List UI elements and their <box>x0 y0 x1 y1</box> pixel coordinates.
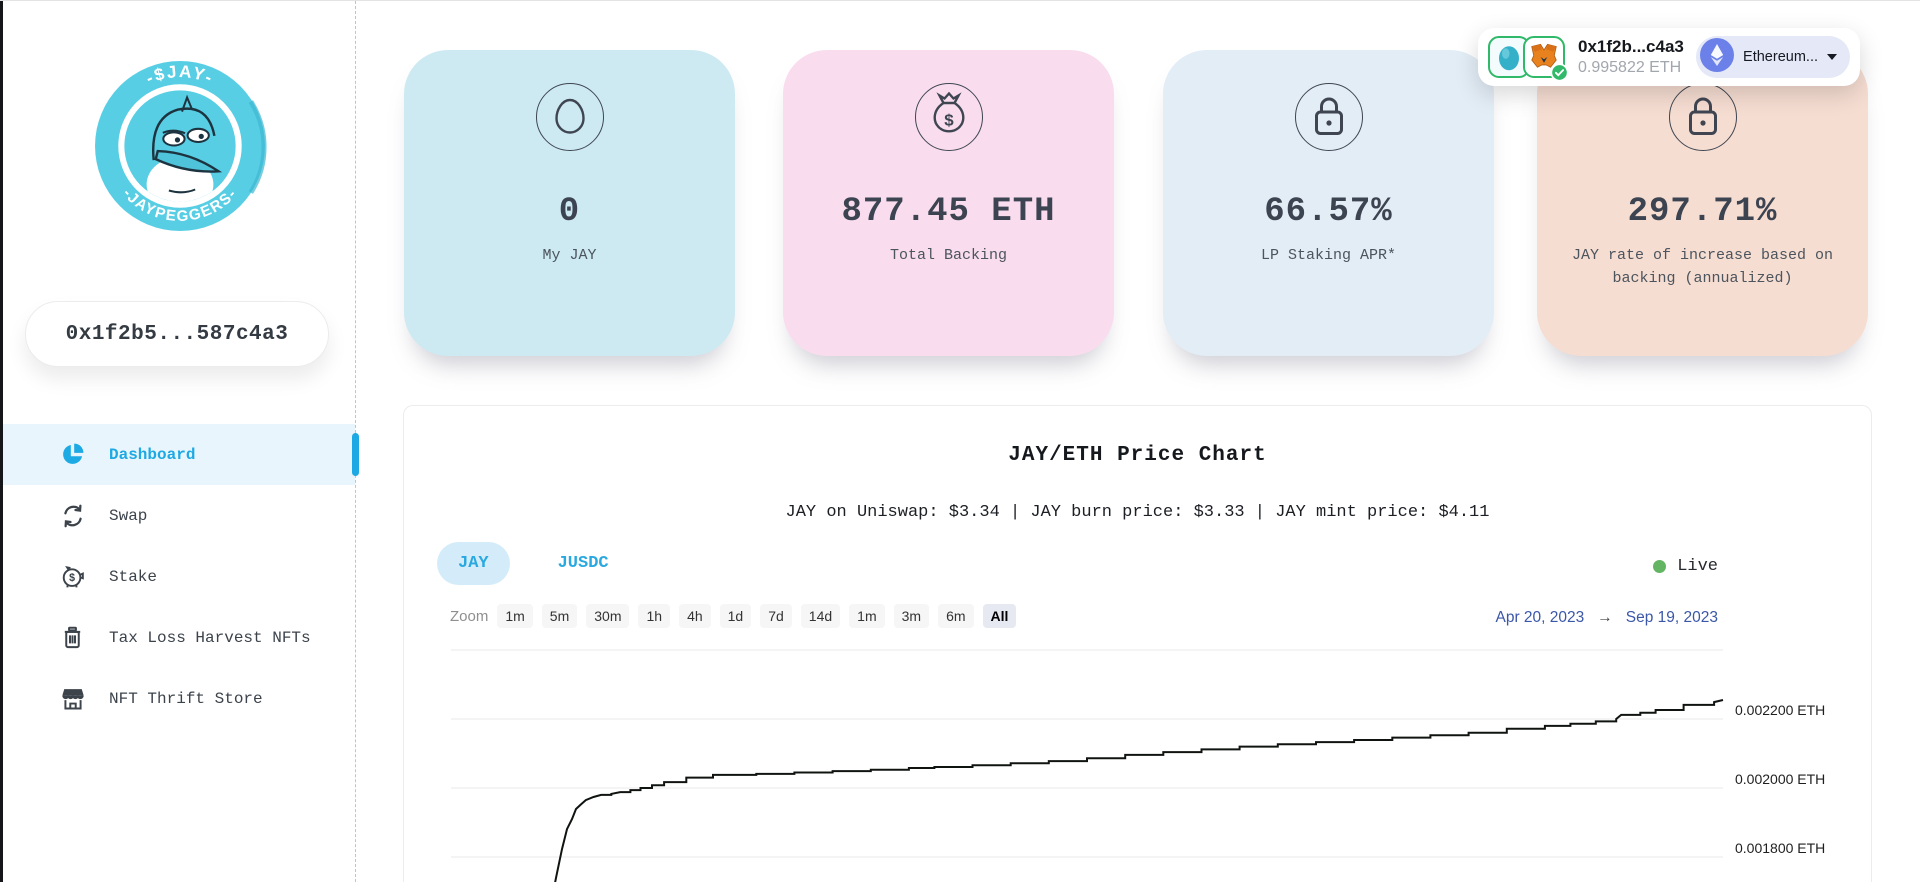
left-edge-strip <box>0 1 3 882</box>
metamask-fox-icon <box>1523 36 1569 82</box>
zoom-1m-minutes[interactable]: 1m <box>497 604 533 628</box>
date-to-input[interactable]: Sep 19, 2023 <box>1625 609 1718 626</box>
svg-text:0.002200 ETH: 0.002200 ETH <box>1735 702 1825 718</box>
egg-icon <box>535 83 604 151</box>
sidebar-nav: Dashboard Swap <box>3 424 359 729</box>
wallet-balance: 0.995822 ETH <box>1578 58 1682 76</box>
money-bag-icon: $ <box>914 83 983 151</box>
chart-title: JAY/ETH Price Chart <box>1008 444 1267 467</box>
network-label: Ethereum... <box>1743 49 1818 65</box>
sidebar-item-nft-thrift-store[interactable]: NFT Thrift Store <box>3 668 355 729</box>
lock-icon <box>1668 83 1737 151</box>
stat-card-jay-rate: 297.71% JAY rate of increase based on ba… <box>1537 50 1868 356</box>
my-jay-value: 0 <box>558 193 581 231</box>
trash-icon <box>59 624 86 651</box>
zoom-3m[interactable]: 3m <box>893 604 930 628</box>
network-selector[interactable]: Ethereum... <box>1696 36 1850 78</box>
sidebar-item-label: Swap <box>109 506 148 525</box>
active-indicator-bar <box>352 433 359 476</box>
zoom-1d[interactable]: 1d <box>719 604 752 628</box>
wallet-connect-widget[interactable]: 0x1f2b...c4a3 0.995822 ETH Ethereum... <box>1478 28 1860 86</box>
lock-icon <box>1294 83 1363 151</box>
piggy-bank-icon: $ <box>59 563 86 590</box>
pie-chart-icon <box>59 441 86 468</box>
svg-text:0.001800 ETH: 0.001800 ETH <box>1735 840 1825 856</box>
zoom-7d[interactable]: 7d <box>760 604 792 628</box>
jay-coin-icon: -$JAY- -JAYPEGGERS- <box>95 61 267 231</box>
zoom-5m[interactable]: 5m <box>541 604 578 628</box>
zoom-all[interactable]: All <box>982 604 1017 628</box>
lp-staking-apr-label: LP Staking APR* <box>1260 247 1397 264</box>
sidebar-item-tax-loss-harvest-nfts[interactable]: Tax Loss Harvest NFTs <box>3 607 355 668</box>
date-range-arrow-icon: → <box>1597 609 1613 626</box>
jay-rate-label: JAY rate of increase based on backing (a… <box>1571 247 1834 288</box>
sidebar-item-label: Stake <box>109 567 158 586</box>
sidebar-item-label: Tax Loss Harvest NFTs <box>109 628 311 647</box>
date-from-input[interactable]: Apr 20, 2023 <box>1495 609 1585 626</box>
zoom-30m[interactable]: 30m <box>586 604 630 628</box>
stat-card-lp-staking-apr: 66.57% LP Staking APR* <box>1163 50 1494 356</box>
live-indicator: Live <box>1653 557 1718 576</box>
sidebar-item-stake[interactable]: $ Stake <box>3 546 355 607</box>
zoom-controls: Zoom 1m 5m 30m 1h 4h 1d 7d 14d 1m 3m 6m … <box>450 604 1017 628</box>
zoom-label: Zoom <box>450 607 489 625</box>
wallet-account-info: 0x1f2b...c4a3 0.995822 ETH <box>1578 36 1684 77</box>
connected-check-icon <box>1550 63 1569 82</box>
sidebar-item-swap[interactable]: Swap <box>3 485 355 546</box>
caret-down-icon <box>1827 54 1837 60</box>
date-range-selector: Apr 20, 2023 → Sep 19, 2023 <box>1496 609 1719 627</box>
chart-tabs: JAY JUSDC <box>437 542 630 585</box>
price-chart-card: 0.002200 ETH 0.002000 ETH 0.001800 ETH JAY… <box>403 405 1872 882</box>
svg-text:$: $ <box>943 113 953 132</box>
zoom-14d[interactable]: 14d <box>800 604 841 628</box>
zoom-6m[interactable]: 6m <box>938 604 974 628</box>
zoom-1m-months[interactable]: 1m <box>849 604 885 628</box>
live-dot-icon <box>1653 560 1667 573</box>
tab-jusdc[interactable]: JUSDC <box>557 554 609 573</box>
sidebar-wallet-address[interactable]: 0x1f2b5...587c4a3 <box>25 301 329 367</box>
sidebar-item-dashboard[interactable]: Dashboard <box>3 424 359 485</box>
sidebar-item-label: NFT Thrift Store <box>109 689 263 708</box>
zoom-1h[interactable]: 1h <box>638 604 671 628</box>
svg-text:0.002000 ETH: 0.002000 ETH <box>1735 771 1825 787</box>
tab-jay[interactable]: JAY <box>437 542 510 585</box>
storefront-icon <box>59 685 86 712</box>
live-label: Live <box>1677 557 1718 576</box>
price-line-chart: 0.002200 ETH 0.002000 ETH 0.001800 ETH <box>451 649 1825 882</box>
svg-text:$: $ <box>69 573 75 585</box>
total-backing-value: 877.45 ETH <box>841 193 1056 231</box>
jaypeggers-logo: -$JAY- -JAYPEGGERS- <box>93 59 267 233</box>
chart-subtitle: JAY on Uniswap: $3.34 | JAY burn price: … <box>785 503 1490 522</box>
zoom-4h[interactable]: 4h <box>679 604 711 628</box>
sidebar-item-label: Dashboard <box>109 445 196 464</box>
my-jay-label: My JAY <box>542 247 597 264</box>
stat-card-total-backing: $ 877.45 ETH Total Backing <box>783 50 1114 356</box>
total-backing-label: Total Backing <box>889 247 1008 264</box>
jay-rate-value: 297.71% <box>1627 193 1778 231</box>
ethereum-icon <box>1700 37 1735 77</box>
stat-card-my-jay: 0 My JAY <box>404 50 735 356</box>
wallet-address-short: 0x1f2b...c4a3 <box>1578 37 1684 57</box>
sidebar: -$JAY- -JAYPEGGERS- <box>3 1 359 882</box>
lp-staking-apr-value: 66.57% <box>1264 193 1393 231</box>
swap-icon <box>59 502 86 529</box>
